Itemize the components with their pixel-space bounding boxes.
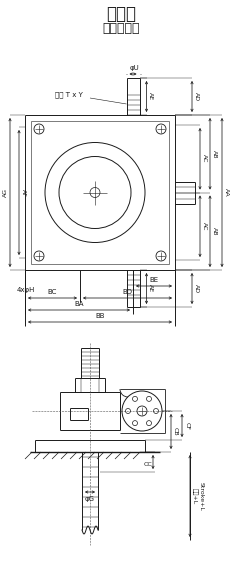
Text: AG: AG (2, 188, 8, 197)
Text: 4xφH: 4xφH (17, 287, 35, 293)
Text: φG: φG (85, 496, 95, 502)
Text: φU: φU (129, 65, 139, 71)
Text: BB: BB (95, 313, 105, 319)
Text: AA: AA (224, 188, 228, 197)
Text: BC: BC (48, 289, 57, 295)
Text: BA: BA (74, 301, 84, 307)
Text: AC: AC (202, 154, 206, 163)
Text: AD: AD (194, 284, 198, 293)
Text: BD: BD (122, 289, 133, 295)
Text: AC: AC (202, 222, 206, 231)
Text: AE: AE (148, 92, 153, 101)
Text: 行程+L: 行程+L (192, 488, 198, 504)
Text: 双入力: 双入力 (106, 5, 136, 23)
Text: Stroke+L: Stroke+L (198, 481, 204, 510)
Text: AE: AE (148, 284, 153, 292)
Text: CB: CB (173, 427, 177, 436)
Text: AF: AF (21, 188, 25, 197)
Text: （标准型）: （标准型） (102, 21, 140, 35)
Text: 键槽 T x Y: 键槽 T x Y (55, 92, 83, 98)
Text: AD: AD (194, 92, 198, 101)
Text: CC: CC (144, 461, 152, 466)
Text: AB: AB (212, 227, 217, 235)
Text: BE: BE (150, 277, 159, 283)
Text: AB: AB (212, 150, 217, 158)
Text: CF: CF (184, 421, 189, 429)
